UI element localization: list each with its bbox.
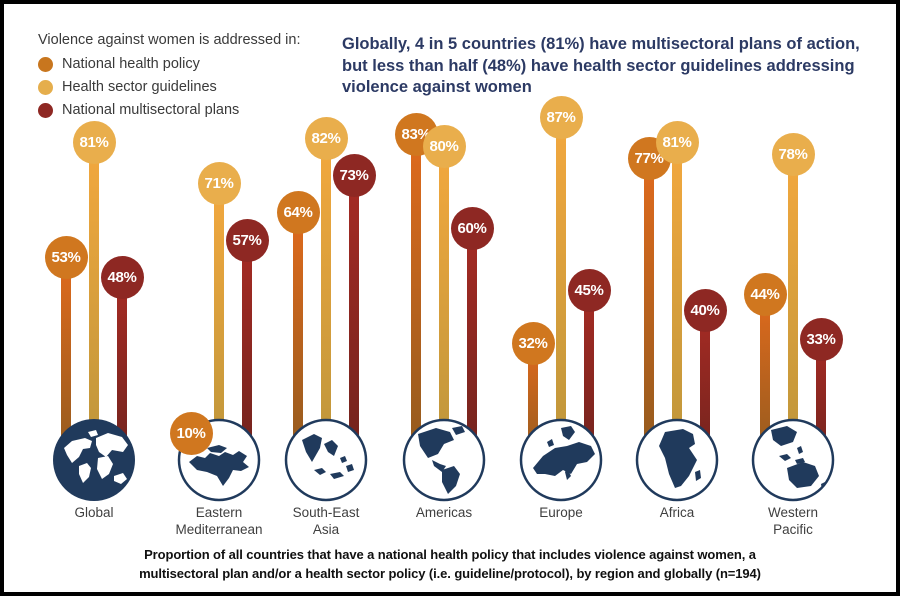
lollipop-stem-national-multisectoral-plans (117, 277, 127, 470)
lollipop-stem-health-sector-guidelines (788, 154, 798, 470)
region-label-south-east-asia: South-East Asia (292, 505, 360, 537)
legend-item-label: National multisectoral plans (62, 102, 240, 118)
chart-caption: Proportion of all countries that have a … (139, 547, 761, 581)
value-ball-health-sector-guidelines: 71% (197, 161, 241, 205)
legend-title: Violence against women is addressed in: (38, 32, 301, 48)
value-ball-health-sector-guidelines: 81% (72, 120, 116, 164)
legend-item-label: National health policy (62, 56, 200, 72)
value-ball-national-health-policy: 64% (276, 190, 320, 234)
value-ball-health-sector-guidelines: 80% (422, 124, 466, 168)
lollipop-stem-health-sector-guidelines (672, 142, 682, 470)
value-ball-health-sector-guidelines: 87% (539, 95, 583, 139)
value-ball-health-sector-guidelines: 78% (771, 132, 815, 176)
africa-map-icon (635, 418, 719, 502)
lollipop-stem-national-multisectoral-plans (584, 290, 594, 470)
western-pacific-map-icon (751, 418, 835, 502)
value-ball-national-health-policy: 10% (169, 411, 213, 455)
legend-item-national-multisectoral-plans: National multisectoral plans (38, 102, 301, 118)
national-multisectoral-plans-dot-icon (38, 102, 53, 118)
value-ball-national-multisectoral-plans: 60% (450, 206, 494, 250)
region-label-global: Global (74, 505, 114, 520)
lollipop-stem-national-health-policy (411, 134, 421, 470)
lollipop-stem-national-multisectoral-plans (816, 339, 826, 470)
health-sector-guidelines-dot-icon (38, 79, 53, 95)
europe-map-icon (519, 418, 603, 502)
world-map-icon (52, 418, 136, 502)
value-ball-national-multisectoral-plans: 73% (332, 153, 376, 197)
lollipop-stem-health-sector-guidelines (321, 138, 331, 470)
lollipop-stem-national-health-policy (293, 212, 303, 470)
value-ball-health-sector-guidelines: 81% (655, 120, 699, 164)
value-ball-health-sector-guidelines: 82% (304, 116, 348, 160)
value-ball-national-multisectoral-plans: 40% (683, 288, 727, 332)
region-label-africa: Africa (659, 505, 695, 520)
legend-item-national-health-policy: National health policy (38, 56, 301, 72)
lollipop-stem-health-sector-guidelines (214, 183, 224, 470)
lollipop-stem-national-health-policy (644, 158, 654, 470)
americas-map-icon (402, 418, 486, 502)
region-label-eastern-mediterranean: Eastern Mediterranean (175, 505, 263, 537)
lollipop-stem-national-multisectoral-plans (349, 175, 359, 470)
region-label-europe: Europe (539, 505, 583, 520)
legend-item-health-sector-guidelines: Health sector guidelines (38, 79, 301, 95)
lollipop-stem-national-multisectoral-plans (700, 310, 710, 470)
national-health-policy-dot-icon (38, 56, 53, 72)
lollipop-stem-health-sector-guidelines (556, 117, 566, 470)
lollipop-stem-national-health-policy (61, 257, 71, 470)
value-ball-national-health-policy: 53% (44, 235, 88, 279)
value-ball-national-multisectoral-plans: 33% (799, 317, 843, 361)
region-label-western-pacific: Western Pacific (767, 505, 819, 537)
value-ball-national-multisectoral-plans: 45% (567, 268, 611, 312)
lollipop-stem-national-health-policy (760, 294, 770, 470)
value-ball-national-health-policy: 44% (743, 272, 787, 316)
lollipop-stem-health-sector-guidelines (439, 146, 449, 470)
headline: Globally, 4 in 5 countries (81%) have mu… (342, 35, 860, 96)
south-east-asia-map-icon (284, 418, 368, 502)
value-ball-national-multisectoral-plans: 57% (225, 218, 269, 262)
value-ball-national-health-policy: 32% (511, 321, 555, 365)
lollipop-stem-national-health-policy (528, 343, 538, 470)
legend: Violence against women is addressed in: … (38, 32, 301, 125)
region-label-americas: Americas (415, 505, 473, 520)
value-ball-national-multisectoral-plans: 48% (100, 255, 144, 299)
lollipop-stem-national-multisectoral-plans (467, 228, 477, 470)
legend-item-label: Health sector guidelines (62, 79, 217, 95)
lollipop-stem-national-multisectoral-plans (242, 240, 252, 470)
lollipop-stem-health-sector-guidelines (89, 142, 99, 470)
